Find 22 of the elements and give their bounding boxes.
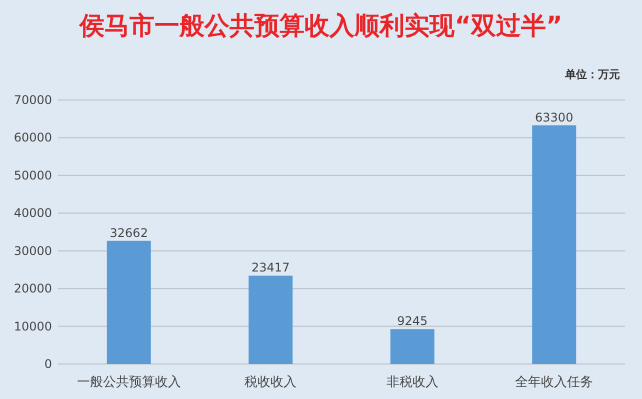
bar xyxy=(106,240,151,364)
y-tick-label: 60000 xyxy=(14,130,52,145)
x-tick-label: 非税收入 xyxy=(386,375,438,390)
y-tick-label: 40000 xyxy=(14,206,52,220)
y-tick-label: 50000 xyxy=(14,168,52,182)
data-label: 9245 xyxy=(397,314,428,328)
y-tick-label: 0 xyxy=(44,357,52,371)
x-tick-label: 一般公共预算收入 xyxy=(76,375,181,390)
data-label: 32662 xyxy=(110,226,148,240)
bar xyxy=(532,125,576,364)
bar xyxy=(248,276,293,364)
y-tick-label: 30000 xyxy=(14,244,52,258)
x-tick-label: 全年收入任务 xyxy=(515,375,594,390)
y-tick-label: 20000 xyxy=(14,282,52,296)
bar xyxy=(390,329,434,364)
x-tick-label: 税收收入 xyxy=(244,375,297,390)
y-tick-label: 70000 xyxy=(14,93,52,107)
data-label: 23417 xyxy=(252,260,290,275)
y-tick-label: 10000 xyxy=(14,319,52,334)
chart-title: 侯马市一般公共预算收入顺利实现“双过半” xyxy=(78,11,562,40)
data-label: 63300 xyxy=(535,110,574,124)
text: 单位：万元 xyxy=(564,68,620,81)
